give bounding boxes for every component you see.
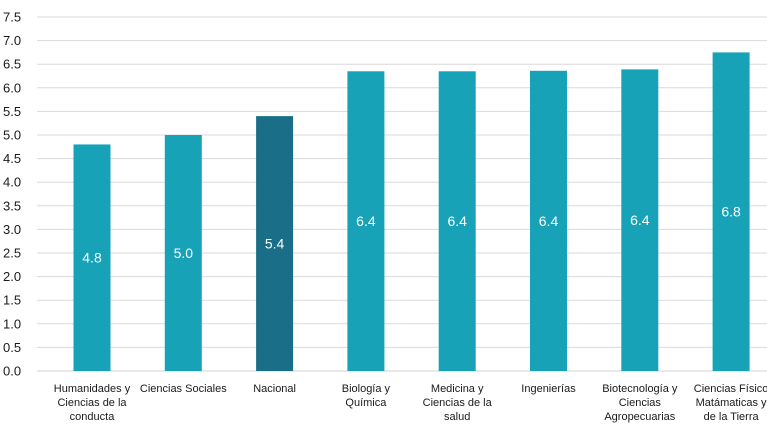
bar-value-label: 6.8 — [721, 204, 741, 220]
y-tick-label: 6.5 — [3, 57, 21, 72]
bar — [438, 71, 476, 371]
bar — [712, 52, 750, 372]
x-tick-label: Humanidades y Ciencias de la conducta — [54, 383, 131, 423]
bar — [530, 70, 567, 372]
y-tick-label: 3.5 — [3, 198, 21, 213]
y-tick-label: 5.5 — [3, 104, 21, 119]
y-tick-label: 5.0 — [3, 128, 21, 143]
x-tick-label: Medicina y Ciencias de la salud — [423, 383, 493, 423]
y-axis-ticks: 0.0 0.5 1.0 1.5 2.0 2.5 3.0 3.5 4.0 4.5 5.0 5.5 6.0 6… — [3, 10, 21, 379]
bar — [347, 71, 385, 371]
y-tick-label: 6.0 — [3, 80, 21, 95]
bar-value-label: 6.4 — [356, 213, 376, 229]
x-tick-label: Ciencias Físico Matámaticas y de la Tierra — [694, 383, 767, 423]
bar-value-label: 6.4 — [630, 212, 650, 228]
y-tick-label: 7.5 — [3, 10, 21, 25]
y-tick-label: 4.5 — [3, 151, 21, 166]
bar-value-label: 6.4 — [447, 213, 467, 229]
bar — [73, 144, 111, 371]
bar-value-label: 4.8 — [82, 250, 102, 266]
x-tick-label: Biotecnología y Ciencias Agropecuarias — [602, 383, 678, 423]
y-tick-label: 3.0 — [3, 222, 21, 237]
bar-value-label: 6.4 — [539, 213, 559, 229]
y-tick-label: 0.5 — [3, 340, 21, 355]
y-tick-label: 4.0 — [3, 175, 21, 190]
y-tick-label: 1.5 — [3, 293, 21, 308]
y-tick-label: 0.0 — [3, 364, 21, 379]
y-tick-label: 1.0 — [3, 316, 21, 331]
x-axis-ticks: Humanidades y Ciencias de la conducta Cienc… — [54, 383, 767, 423]
x-tick-label: Ciencias Sociales — [140, 383, 227, 395]
bar — [621, 69, 659, 371]
x-tick-label: Nacional — [253, 383, 296, 395]
bar — [164, 135, 202, 371]
bars — [73, 52, 750, 372]
value-labels: 4.8 5.0 5.4 6.4 6.4 6.4 6.4 6.8 — [82, 204, 741, 266]
x-tick-label: Biología y Química — [342, 383, 391, 409]
y-tick-label: 2.5 — [3, 246, 21, 261]
bar-value-label: 5.0 — [174, 245, 194, 261]
bar — [256, 116, 294, 372]
y-tick-label: 7.0 — [3, 33, 21, 48]
x-tick-label: Ingenierías — [521, 383, 576, 395]
y-tick-label: 2.0 — [3, 269, 21, 284]
bar-value-label: 5.4 — [265, 236, 285, 252]
